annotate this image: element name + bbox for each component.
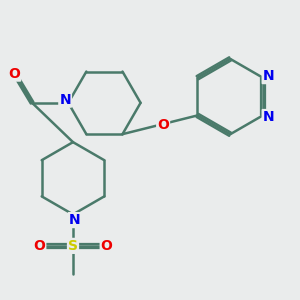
Text: N: N <box>263 69 274 83</box>
Text: N: N <box>59 93 71 107</box>
Text: N: N <box>69 213 80 227</box>
Text: O: O <box>101 239 112 253</box>
Text: S: S <box>68 239 78 253</box>
Text: N: N <box>263 110 274 124</box>
Text: O: O <box>8 67 20 81</box>
Text: O: O <box>157 118 169 132</box>
Text: O: O <box>33 239 45 253</box>
